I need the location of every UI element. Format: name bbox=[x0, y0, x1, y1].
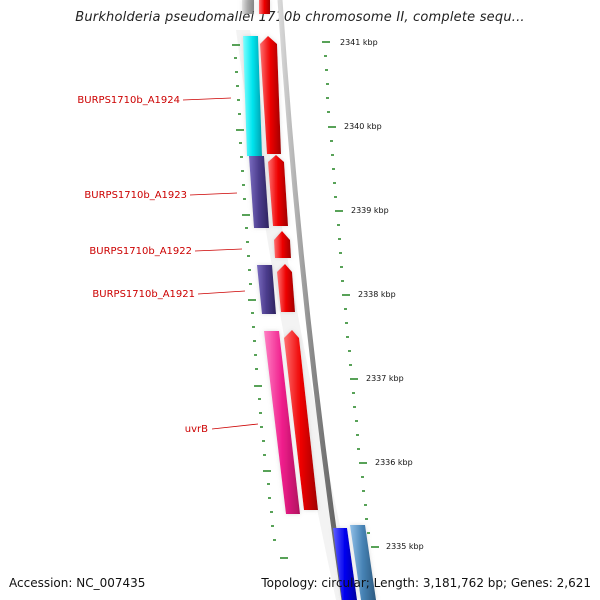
gene-label-a1924[interactable]: BURPS1710b_A1924 bbox=[77, 95, 180, 106]
leader-line bbox=[189, 192, 238, 196]
scale-label: 2335 kbp bbox=[386, 542, 424, 551]
gene-purple-2 bbox=[257, 265, 276, 314]
sequence-backbone bbox=[277, 0, 347, 600]
leader-line bbox=[194, 248, 243, 252]
topology-summary: Topology: circular; Length: 3,181,762 bp… bbox=[261, 576, 591, 590]
gene-labels: BURPS1710b_A1924 BURPS1710b_A1923 BURPS1… bbox=[77, 95, 259, 435]
scale-label: 2337 kbp bbox=[366, 374, 404, 383]
gene-forward-3 bbox=[268, 155, 288, 226]
gene-purple-1 bbox=[249, 156, 269, 228]
gene-forward-5 bbox=[277, 264, 295, 312]
gene-label-a1921[interactable]: BURPS1710b_A1921 bbox=[92, 289, 195, 300]
scale-label: 2340 kbp bbox=[344, 122, 382, 131]
track-band bbox=[236, 30, 356, 600]
scale-label: 2339 kbp bbox=[351, 206, 389, 215]
gene-forward-6 bbox=[284, 330, 318, 510]
gene-forward-top-cap bbox=[259, 0, 270, 14]
tick-marks-outer bbox=[322, 41, 379, 548]
tick-marks-inner bbox=[232, 44, 288, 559]
gene-forward-4 bbox=[274, 231, 291, 258]
gene-label-a1923[interactable]: BURPS1710b_A1923 bbox=[84, 190, 187, 201]
reverse-genes bbox=[242, 0, 300, 514]
scale-label: 2338 kbp bbox=[358, 290, 396, 299]
leader-line bbox=[197, 290, 246, 295]
gene-steel bbox=[350, 525, 376, 600]
gene-label-a1922[interactable]: BURPS1710b_A1922 bbox=[89, 246, 192, 257]
page-title: Burkholderia pseudomallei 1710b chromoso… bbox=[75, 10, 525, 25]
forward-genes bbox=[259, 0, 318, 510]
gene-cyan bbox=[243, 36, 262, 156]
accession-text: Accession: NC_007435 bbox=[9, 576, 146, 590]
gene-pink bbox=[264, 331, 300, 514]
scale-labels: 2341 kbp 2340 kbp 2339 kbp 2338 kbp 2337… bbox=[340, 38, 424, 551]
leader-line bbox=[182, 97, 232, 101]
scale-label: 2341 kbp bbox=[340, 38, 378, 47]
leader-line bbox=[211, 423, 259, 430]
gene-forward-2 bbox=[260, 36, 281, 154]
lower-genes bbox=[333, 525, 376, 600]
scale-label: 2336 kbp bbox=[375, 458, 413, 467]
gene-reverse-top-cap bbox=[242, 0, 254, 14]
gene-blue bbox=[333, 528, 357, 600]
gene-label-uvrb[interactable]: uvrB bbox=[185, 424, 208, 435]
